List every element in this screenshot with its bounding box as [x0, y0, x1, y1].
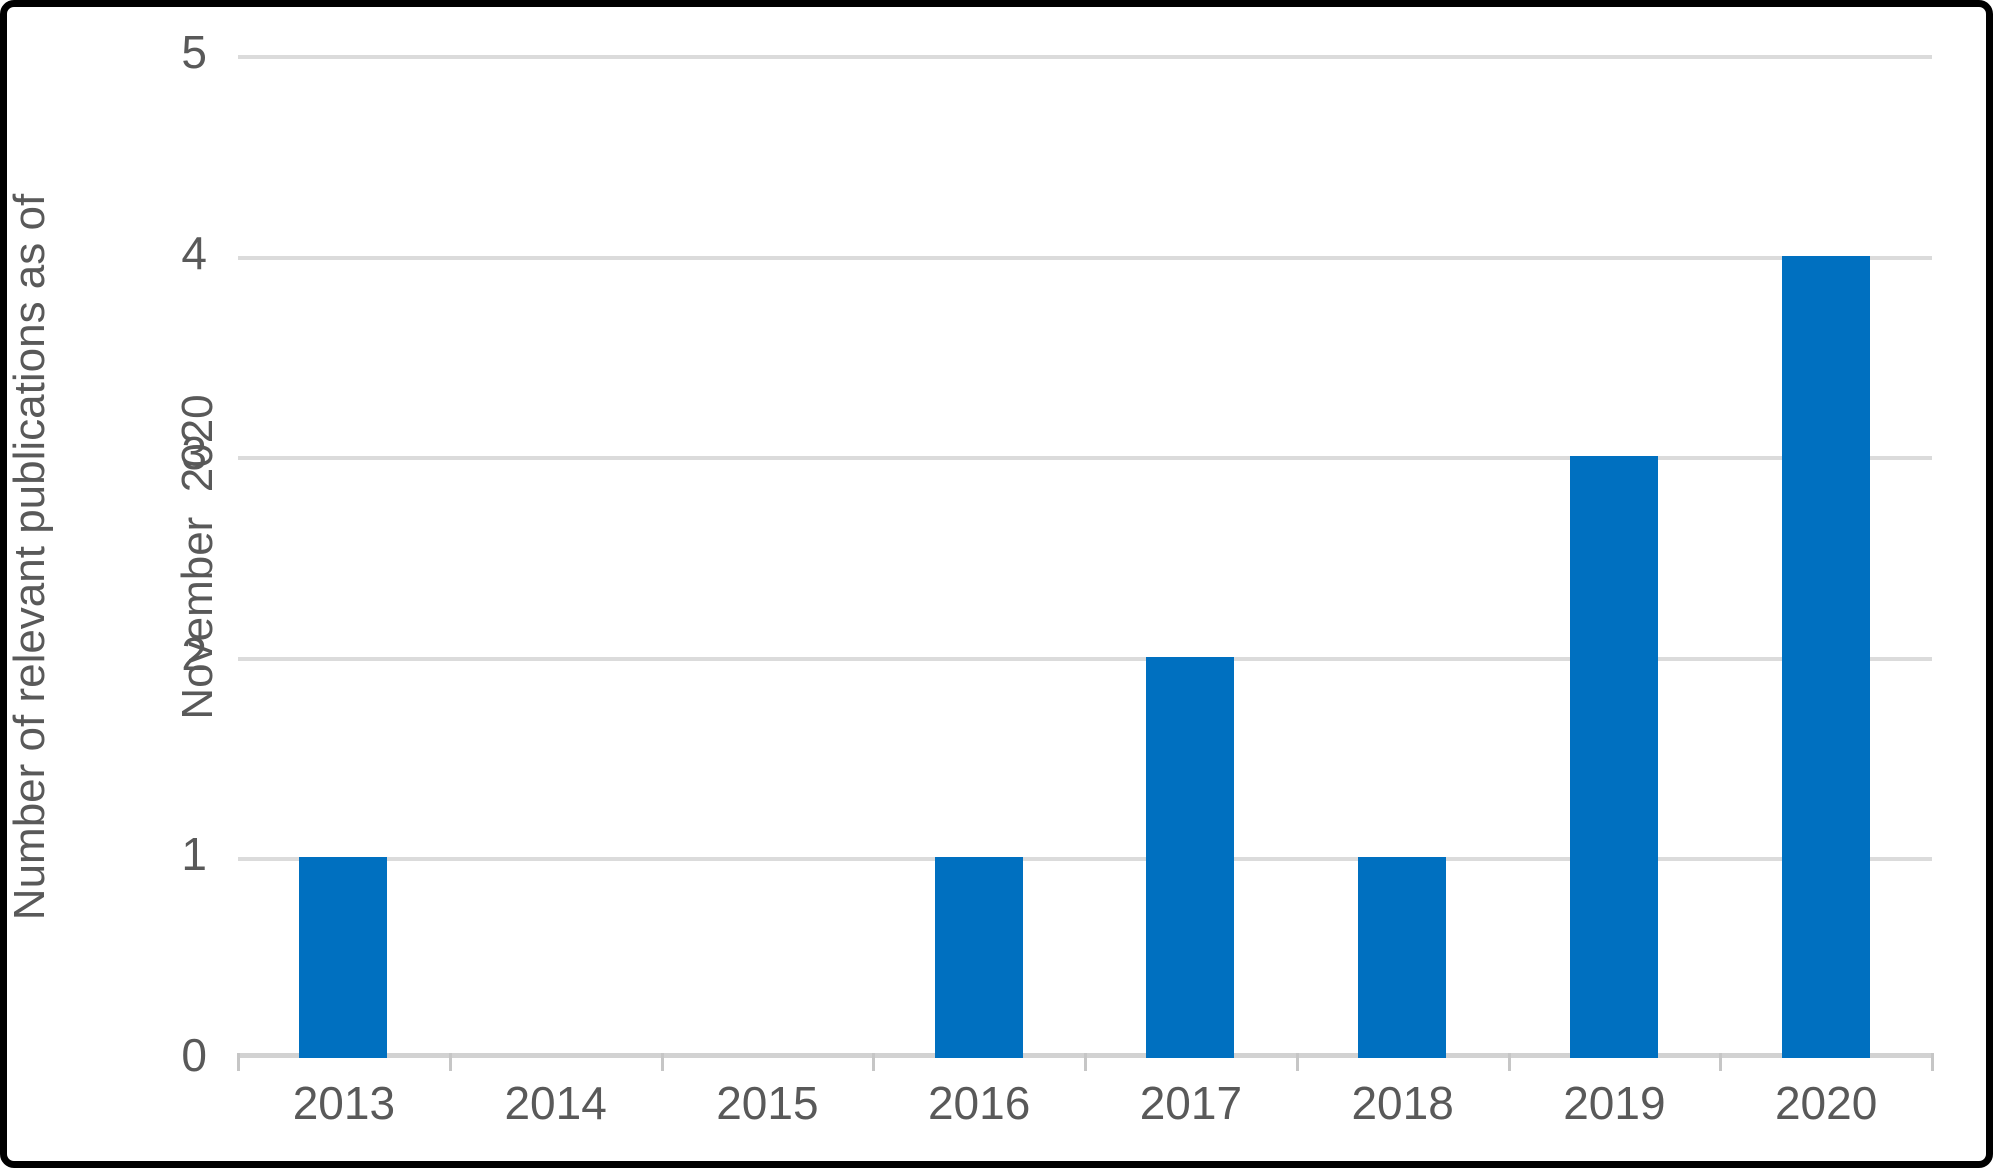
- gridline-y-5: [238, 55, 1932, 59]
- y-tick-label-3: 3: [181, 427, 207, 480]
- x-axis-tick-mark: [448, 1053, 452, 1071]
- y-axis-title-line-1: Number of relevant publications as of: [5, 193, 54, 921]
- bar-2018: [1358, 857, 1447, 1058]
- x-axis-tick-mark: [237, 1053, 240, 1071]
- gridline-y-1: [238, 857, 1932, 862]
- x-tick-label-2020: 2020: [1774, 1077, 1878, 1129]
- y-tick-label-4: 4: [181, 226, 207, 279]
- gridline-y-4: [238, 255, 1932, 260]
- y-axis-title-line-2: November 2020: [173, 394, 222, 720]
- x-tick-label-2019: 2019: [1563, 1077, 1666, 1129]
- x-axis-tick-mark: [1295, 1053, 1299, 1071]
- x-tick-label-2017: 2017: [1139, 1077, 1243, 1129]
- gridline-y-2: [238, 656, 1932, 661]
- y-tick-label-2: 2: [181, 627, 207, 680]
- y-tick-label-0: 0: [181, 1029, 207, 1081]
- x-tick-label-2014: 2014: [504, 1077, 607, 1129]
- x-tick-label-2015: 2015: [716, 1077, 819, 1129]
- x-tick-label-2016: 2016: [927, 1077, 1031, 1129]
- y-tick-label-1: 1: [181, 828, 207, 881]
- x-axis-tick-mark: [872, 1053, 876, 1071]
- x-tick-label-2018: 2018: [1351, 1077, 1454, 1129]
- x-axis-tick-mark: [660, 1053, 664, 1071]
- bar-2016: [934, 857, 1023, 1058]
- bar-2020: [1781, 255, 1870, 1058]
- y-tick-label-5: 5: [181, 26, 207, 78]
- x-axis-tick-mark: [1084, 1053, 1087, 1071]
- x-axis-tick-mark: [1507, 1053, 1511, 1071]
- x-axis-tick-mark: [1719, 1053, 1723, 1071]
- gridline-y-3: [238, 456, 1932, 461]
- bar-2017: [1146, 656, 1235, 1058]
- bar-2013: [299, 857, 388, 1058]
- x-axis-tick-mark: [1931, 1053, 1934, 1071]
- plot-area: [238, 55, 1932, 1058]
- bar-2019: [1569, 456, 1658, 1058]
- x-tick-label-2013: 2013: [292, 1077, 396, 1129]
